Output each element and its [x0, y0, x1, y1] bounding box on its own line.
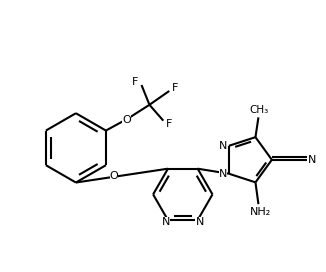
Text: F: F	[132, 77, 139, 87]
Text: F: F	[172, 83, 179, 93]
Text: O: O	[122, 115, 131, 125]
Text: O: O	[110, 171, 118, 181]
Text: N: N	[308, 155, 317, 165]
Text: N: N	[195, 217, 204, 227]
Text: N: N	[162, 217, 170, 227]
Text: NH₂: NH₂	[250, 207, 271, 217]
Text: N: N	[219, 169, 227, 179]
Text: F: F	[166, 119, 173, 129]
Text: CH₃: CH₃	[250, 106, 269, 115]
Text: N: N	[219, 141, 227, 151]
